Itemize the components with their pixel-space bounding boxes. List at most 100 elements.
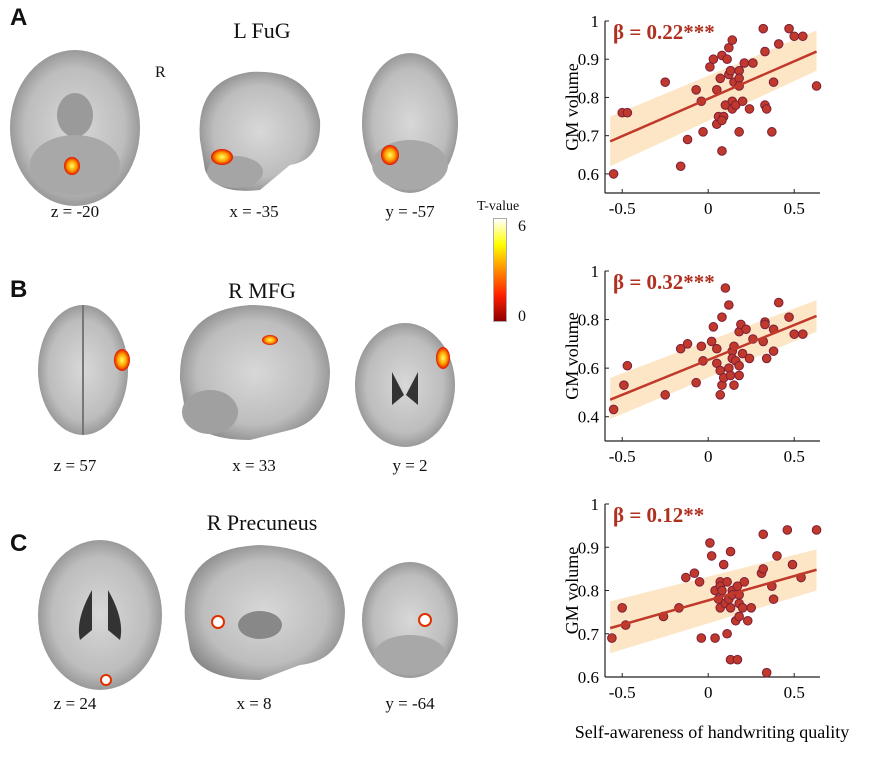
data-point — [748, 58, 758, 68]
data-point — [718, 559, 729, 570]
y-tick-label: 0.4 — [578, 408, 600, 427]
data-point — [744, 353, 755, 364]
data-point — [789, 329, 800, 339]
data-point — [767, 127, 777, 137]
x-tick-label: -0.5 — [609, 199, 636, 218]
data-point — [758, 564, 769, 574]
data-point — [732, 654, 743, 665]
x-tick-label: 0 — [704, 447, 713, 466]
data-point — [696, 633, 707, 643]
y-tick-label: 0.9 — [578, 50, 599, 69]
data-point — [722, 577, 732, 587]
data-point — [787, 559, 798, 570]
x-tick-label: 0 — [704, 199, 713, 218]
data-point — [619, 380, 629, 390]
data-point — [694, 577, 705, 587]
y-tick-label: 1 — [591, 495, 600, 514]
data-point — [761, 353, 772, 364]
y-axis-label: GM volume — [562, 312, 582, 400]
data-point — [760, 46, 770, 57]
data-point — [607, 633, 617, 643]
brain-axial-c — [38, 540, 162, 690]
y-axis-label: GM volume — [562, 547, 582, 635]
data-point — [734, 611, 744, 622]
activation-blob — [262, 335, 278, 345]
brain-sagittal-b — [179, 305, 330, 440]
data-point — [608, 169, 619, 179]
data-point — [708, 322, 719, 332]
activation-blob — [211, 149, 233, 165]
slice-label: z = 57 — [53, 456, 97, 475]
x-tick-label: 0.5 — [784, 683, 805, 702]
data-point — [715, 73, 726, 84]
y-tick-label: 0.8 — [578, 88, 599, 107]
brain-axial-b — [38, 305, 130, 435]
activation-marker — [418, 613, 432, 627]
data-point — [715, 390, 726, 400]
activation-blob — [436, 347, 450, 369]
data-point — [760, 319, 770, 330]
data-point — [608, 404, 619, 415]
beta-annotation: β = 0.12** — [613, 503, 704, 527]
data-point — [798, 329, 808, 339]
data-point — [734, 127, 744, 137]
regression-line — [609, 314, 818, 401]
slice-label: z = -20 — [50, 202, 100, 221]
brain-coronal-c — [362, 562, 458, 678]
data-point — [782, 525, 793, 535]
colorbar-min-label: 0 — [518, 308, 526, 325]
data-point — [722, 54, 732, 65]
data-point — [725, 603, 736, 613]
beta-annotation: β = 0.22*** — [613, 20, 715, 44]
data-point — [622, 107, 633, 118]
data-point — [811, 525, 822, 535]
data-point — [696, 341, 707, 352]
data-point — [675, 343, 686, 354]
data-point — [720, 283, 731, 293]
activation-marker — [211, 615, 225, 629]
y-tick-label: 1 — [591, 12, 600, 31]
data-point — [724, 300, 734, 310]
x-tick-label: -0.5 — [609, 447, 636, 466]
x-tick-label: 0.5 — [784, 199, 805, 218]
data-point — [768, 594, 779, 604]
y-axis-label: GM volume — [562, 63, 582, 151]
data-point — [798, 31, 808, 42]
panel-letter-a: A — [10, 4, 28, 31]
data-point — [773, 297, 784, 308]
data-point — [734, 360, 744, 371]
data-point — [622, 360, 633, 371]
data-point — [761, 104, 772, 114]
panel-letter-b: B — [10, 276, 28, 303]
y-tick-label: 0.6 — [578, 165, 599, 184]
data-point — [717, 115, 727, 126]
data-point — [734, 370, 744, 381]
y-tick-label: 0.8 — [578, 582, 599, 601]
data-point — [660, 390, 671, 400]
slice-label: z = 24 — [53, 694, 97, 713]
brain-coronal-a — [362, 53, 458, 193]
y-tick-label: 0.9 — [578, 538, 599, 557]
data-point — [758, 529, 769, 540]
data-point — [739, 58, 750, 68]
data-point — [768, 346, 779, 356]
brain-axial-a — [10, 50, 140, 206]
data-point — [739, 577, 750, 587]
region-title-c: R Precuneus — [206, 510, 318, 535]
confidence-band — [610, 300, 817, 420]
data-point — [691, 85, 701, 95]
slice-label: x = -35 — [229, 202, 279, 221]
activation-marker — [100, 674, 112, 686]
slice-label: y = 2 — [392, 456, 428, 475]
regression-line — [609, 568, 817, 630]
brain-sagittal-a — [199, 71, 321, 191]
data-point — [789, 31, 800, 42]
activation-blob — [381, 145, 399, 165]
slice-label: y = -64 — [385, 694, 435, 713]
activation-blob — [114, 349, 130, 371]
data-point — [681, 572, 691, 583]
region-title-b: R MFG — [228, 278, 296, 303]
x-axis-label: Self-awareness of handwriting quality — [575, 722, 849, 742]
data-point — [682, 339, 693, 349]
data-point — [706, 336, 717, 347]
